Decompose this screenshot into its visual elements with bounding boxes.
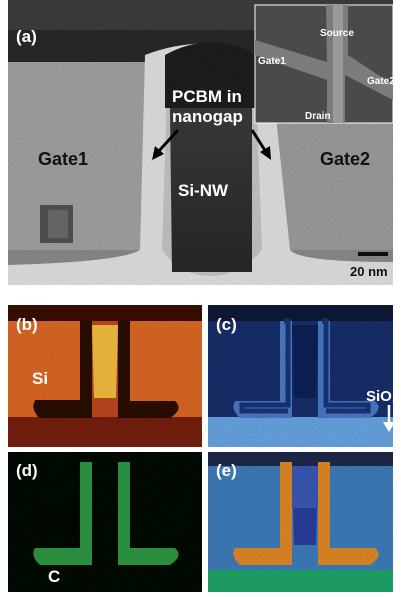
panel-label: (a) [16, 27, 37, 46]
inset-label: Gate1 [258, 56, 286, 67]
figure: (a) Source Gate1 Gate2 Drain PCBM in nan… [0, 0, 401, 597]
inset-label: Source [320, 28, 354, 39]
panel-label: (b) [16, 315, 38, 334]
annotation: nanogap [172, 107, 243, 126]
inset-label: Drain [305, 111, 331, 122]
inset-label: Gate2 [367, 76, 395, 87]
annotation: C [48, 567, 60, 586]
scale-bar-label: 20 nm [350, 264, 388, 279]
annotation: Gate2 [320, 149, 370, 169]
annotation: SiO₂ [366, 388, 399, 405]
annotation: Si-NW [178, 181, 229, 200]
panel-label: (c) [216, 315, 237, 334]
annotation: Si [32, 369, 48, 388]
panel-label: (d) [16, 461, 38, 480]
panel-label: (e) [216, 461, 237, 480]
annotation: Gate1 [38, 149, 88, 169]
annotation: PCBM in [172, 87, 242, 106]
